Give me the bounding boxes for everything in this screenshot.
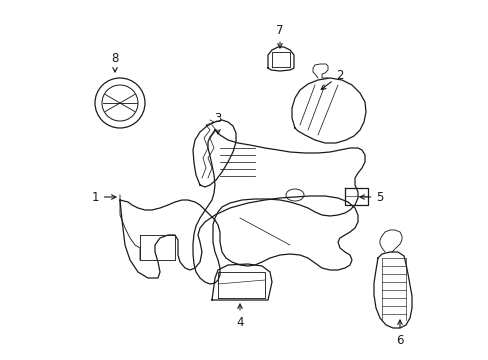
Text: 2: 2 xyxy=(321,68,343,90)
Text: 3: 3 xyxy=(214,112,221,134)
Text: 5: 5 xyxy=(359,190,383,203)
Text: 1: 1 xyxy=(91,190,116,203)
Text: 6: 6 xyxy=(395,320,403,346)
Text: 4: 4 xyxy=(236,304,243,328)
Text: 8: 8 xyxy=(111,51,119,72)
Text: 7: 7 xyxy=(276,23,283,48)
